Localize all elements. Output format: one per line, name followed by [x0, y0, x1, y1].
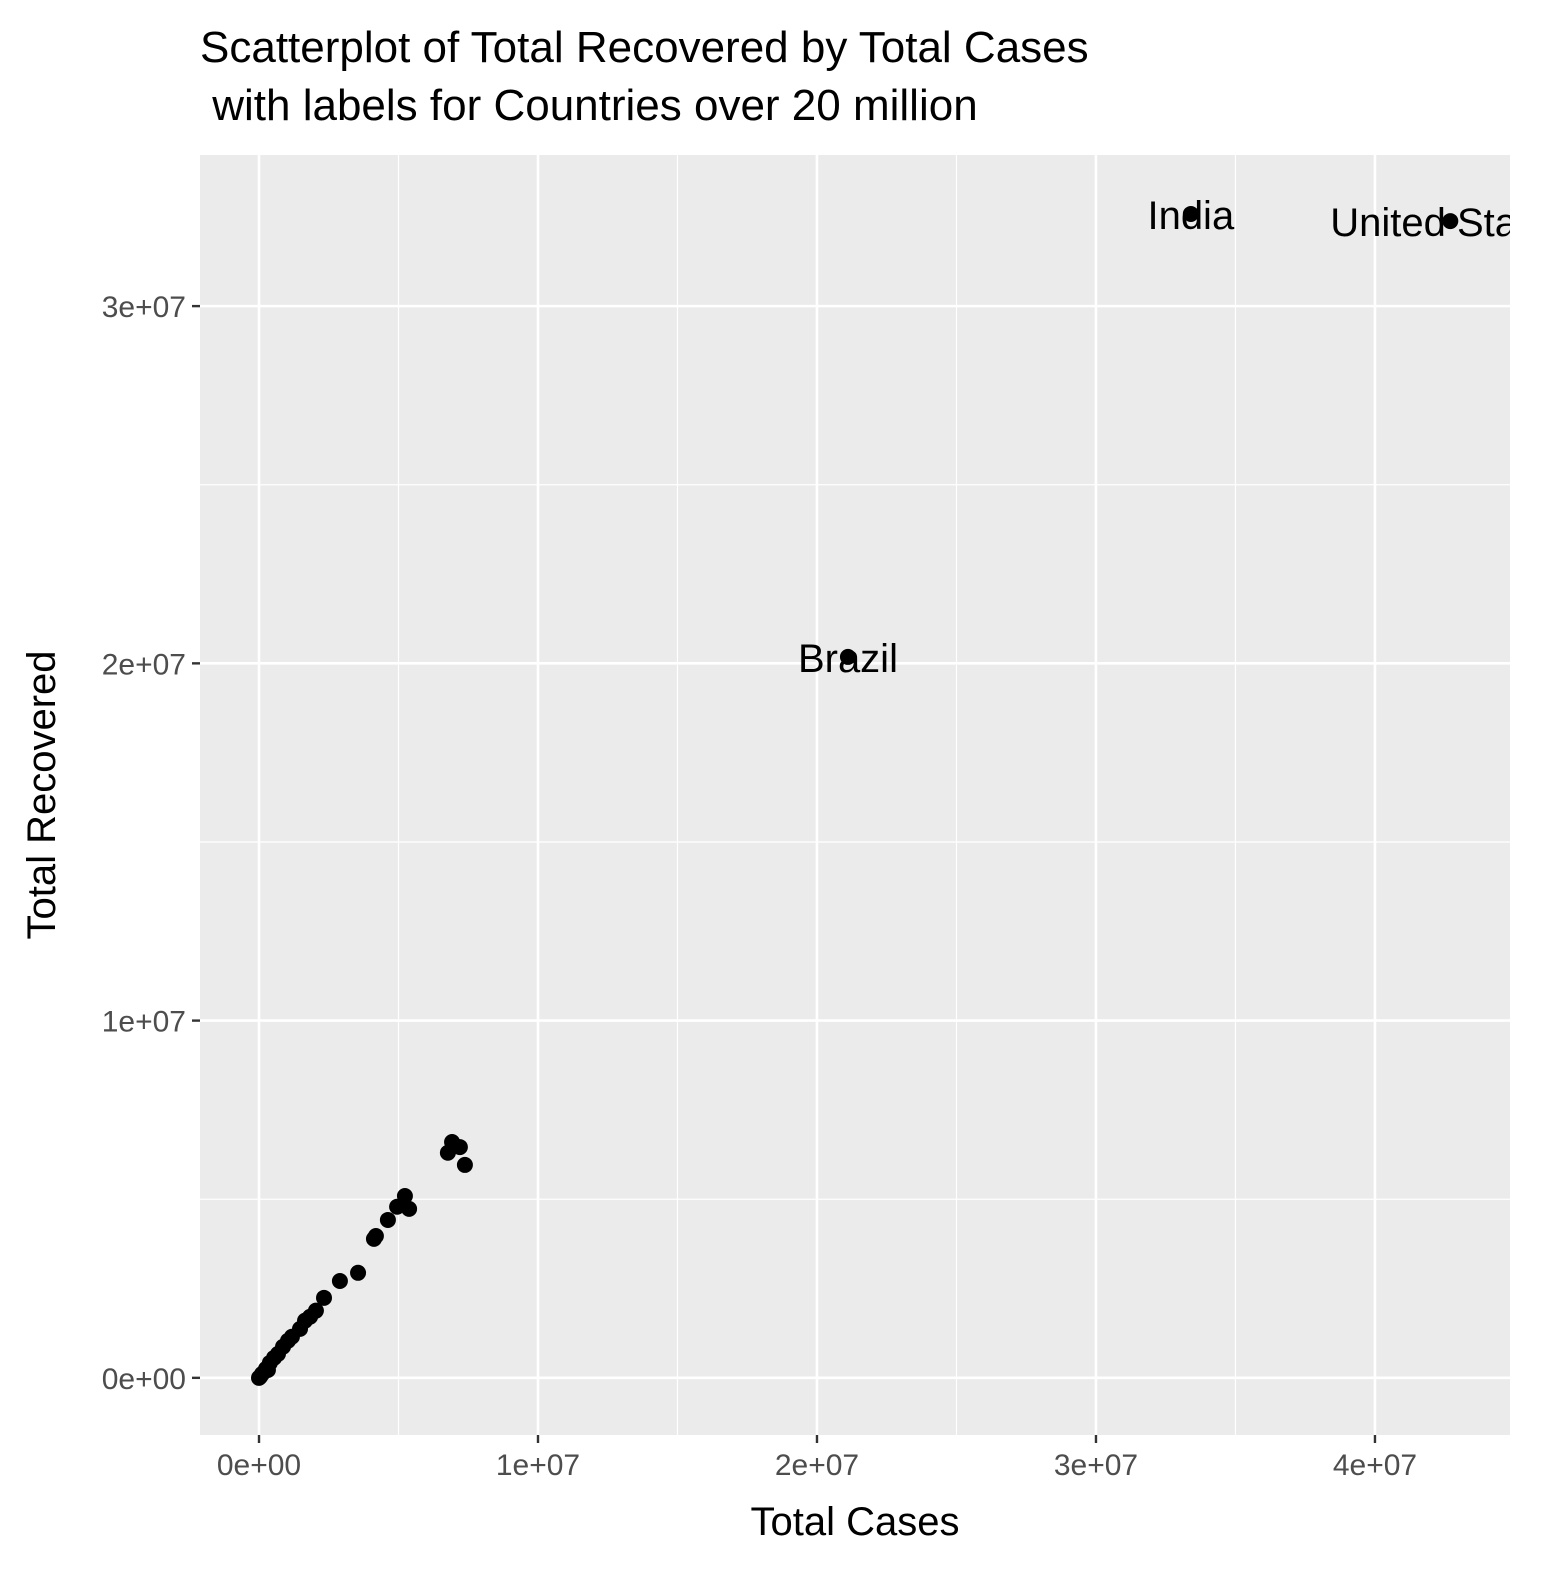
point — [439, 1144, 456, 1161]
point — [456, 1156, 473, 1173]
point-label: India — [1147, 194, 1234, 238]
x-tick-label: 3e+07 — [1054, 1449, 1138, 1482]
y-tick-label: 3e+07 — [102, 291, 186, 324]
point — [251, 1369, 268, 1386]
y-tick-label: 1e+07 — [102, 1006, 186, 1039]
point — [331, 1273, 348, 1290]
chart-title: Scatterplot of Total Recovered by Total … — [200, 23, 1089, 72]
y-tick-label: 2e+07 — [102, 648, 186, 681]
point — [839, 648, 856, 665]
point — [379, 1211, 396, 1228]
y-axis-title: Total Recovered — [20, 650, 64, 939]
x-axis-title: Total Cases — [751, 1500, 960, 1544]
panel — [200, 155, 1510, 1435]
point — [1182, 205, 1199, 222]
point — [389, 1198, 406, 1215]
point — [401, 1200, 418, 1217]
point — [350, 1264, 367, 1281]
point-label: United States — [1330, 201, 1546, 245]
y-tick-label: 0e+00 — [102, 1363, 186, 1396]
x-tick-label: 2e+07 — [775, 1449, 859, 1482]
grid — [200, 155, 1510, 1435]
x-tick-label: 1e+07 — [496, 1449, 580, 1482]
x-tick-label: 0e+00 — [217, 1449, 301, 1482]
point — [316, 1289, 333, 1306]
point — [365, 1230, 382, 1247]
point — [1442, 213, 1459, 230]
marks: India United States Brazil — [251, 194, 1546, 1386]
point-label: Brazil — [798, 637, 898, 681]
x-tick-label: 4e+07 — [1333, 1449, 1417, 1482]
chart-subtitle: with labels for Countries over 20 millio… — [200, 81, 978, 130]
